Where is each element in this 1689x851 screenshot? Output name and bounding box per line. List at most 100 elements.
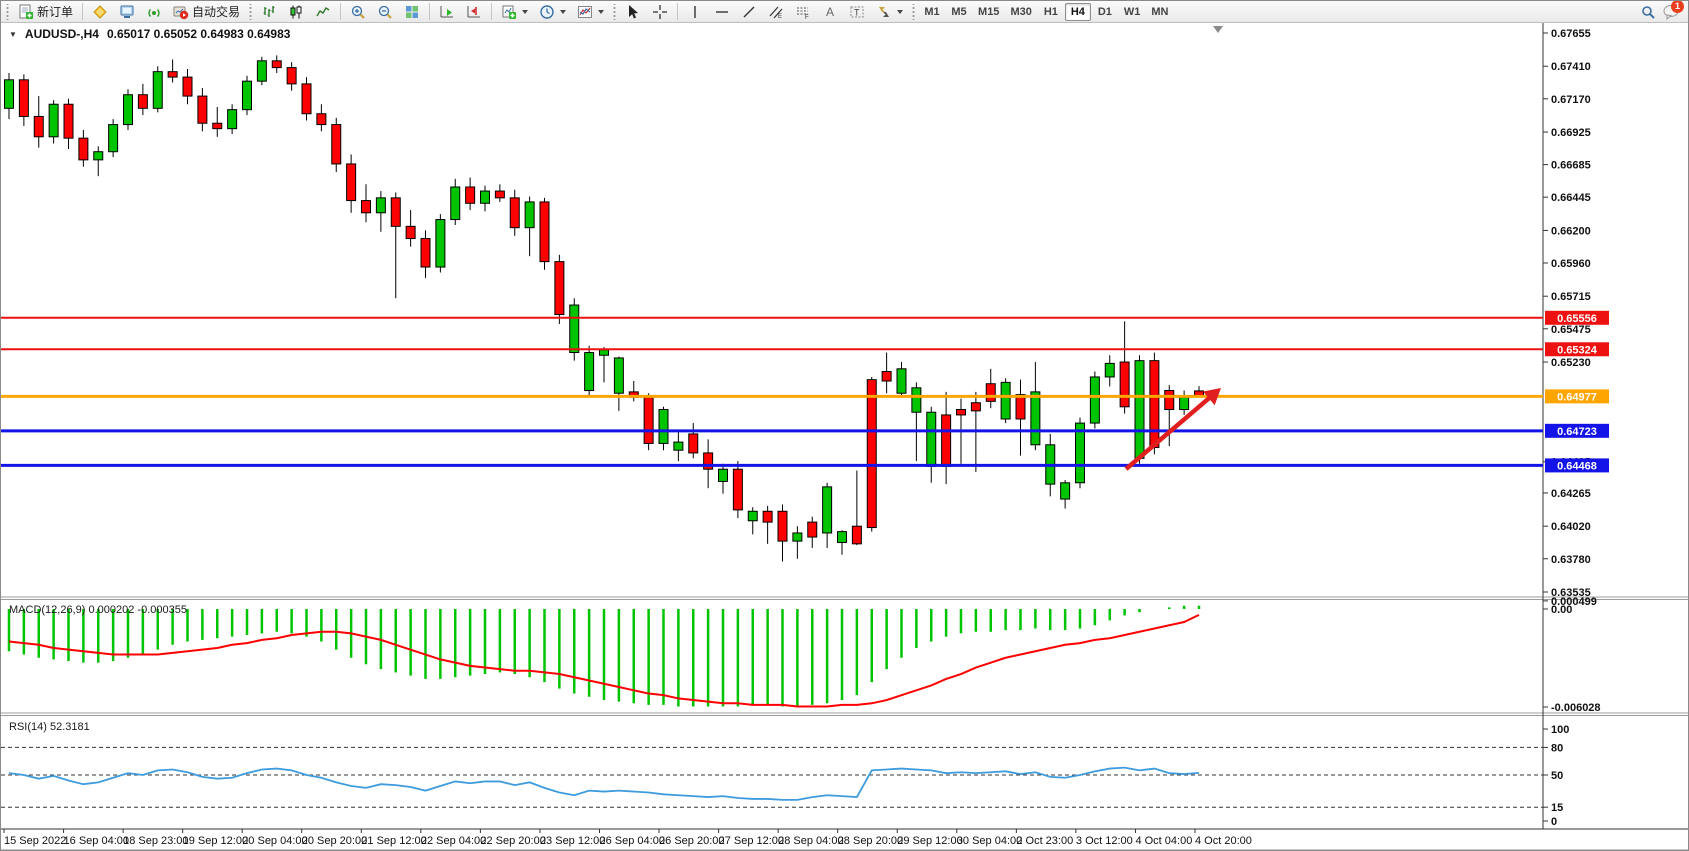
profiles-button[interactable] xyxy=(534,2,571,22)
candle-body xyxy=(420,238,431,268)
time-tick-label: 20 Sep 04:00 xyxy=(242,835,307,847)
price-tick-label: 0.64265 xyxy=(1551,488,1591,500)
zoom-in-button[interactable] xyxy=(345,2,371,22)
toolbar-drag-handle[interactable] xyxy=(5,3,10,20)
vertical-line-tool[interactable] xyxy=(682,2,708,22)
price-chart-canvas[interactable]: 0.67655 0.67410 0.67170 0.66925 0.66685 0.664… xyxy=(1,23,1689,849)
notifications-button[interactable]: 1 xyxy=(1662,1,1684,20)
candle-body xyxy=(1000,381,1011,420)
candle-body xyxy=(63,103,74,139)
signals-button[interactable] xyxy=(141,2,167,22)
search-button[interactable] xyxy=(1635,2,1661,22)
notification-badge: 1 xyxy=(1671,1,1684,13)
candle-body xyxy=(93,151,104,161)
zoom-out-button[interactable] xyxy=(372,2,398,22)
chart-shift-marker xyxy=(1213,26,1223,33)
timeframe-M1[interactable]: M1 xyxy=(924,5,940,18)
price-tick-label: 0.66200 xyxy=(1551,225,1591,237)
candle-body xyxy=(227,109,238,130)
level-price-tag xyxy=(1545,423,1609,438)
price-tick-label: 0.63780 xyxy=(1551,554,1591,566)
new-chart-icon xyxy=(501,4,517,20)
level-price-tag xyxy=(1545,389,1609,404)
timeframe-M5[interactable]: M5 xyxy=(951,5,967,18)
timeframe-M15[interactable]: M15 xyxy=(978,5,1000,18)
price-tick-label: 0.65230 xyxy=(1551,357,1591,369)
line-chart-icon xyxy=(315,4,331,20)
candle-body xyxy=(301,83,312,115)
candle-body xyxy=(881,371,892,382)
timeframe-group: M1 M5 M15 M30 H1 H4 D1 W1 MN xyxy=(919,2,1173,21)
shapes-tool[interactable] xyxy=(871,2,908,22)
candle-body xyxy=(4,79,14,109)
candle-body xyxy=(182,76,193,97)
rsi-scale-label: 80 xyxy=(1551,742,1563,754)
timeframe-D1[interactable]: D1 xyxy=(1097,5,1112,18)
timeframe-H4[interactable]: H4 xyxy=(1064,2,1091,21)
horizontal-line-tool[interactable] xyxy=(709,2,735,22)
level-price-tag xyxy=(1545,310,1609,325)
zoom-out-icon xyxy=(377,4,393,20)
level-price-tag-text: 0.65556 xyxy=(1557,313,1597,325)
chart-bars-button[interactable] xyxy=(256,2,282,22)
time-tick-label: 28 Sep 04:00 xyxy=(778,835,843,847)
candle-body xyxy=(613,357,624,394)
indicators-button[interactable] xyxy=(572,2,609,22)
chevron-down-icon xyxy=(560,9,567,14)
new-order-button[interactable]: 新订单 xyxy=(13,2,78,22)
timeframe-H1[interactable]: H1 xyxy=(1043,5,1058,18)
candle-body xyxy=(1015,394,1026,420)
candle-body xyxy=(643,396,654,444)
fibonacci-tool[interactable]: F xyxy=(790,2,816,22)
label-tool[interactable]: T xyxy=(844,2,870,22)
timeframe-M30[interactable]: M30 xyxy=(1010,5,1032,18)
timeframe-MN[interactable]: MN xyxy=(1151,5,1169,18)
toolbar-drag-handle[interactable] xyxy=(248,3,254,20)
chart-shift-button[interactable] xyxy=(461,2,487,22)
candle-body xyxy=(405,225,416,240)
time-tick-label: 2 Oct 23:00 xyxy=(1016,835,1073,847)
rsi-scale-label: 100 xyxy=(1551,724,1569,736)
trend-arrow-head xyxy=(1202,388,1221,406)
timeframe-W1[interactable]: W1 xyxy=(1123,5,1141,18)
candle-body xyxy=(212,122,223,130)
chart-background xyxy=(1,23,1688,849)
candle-body xyxy=(509,197,520,229)
cursor-tool-button[interactable] xyxy=(620,2,646,22)
price-tick-label: 0.67655 xyxy=(1551,28,1591,40)
candle-body xyxy=(777,510,788,542)
candle-body xyxy=(152,71,163,109)
chart-candles-button[interactable] xyxy=(283,2,309,22)
scroll-to-end-button[interactable] xyxy=(434,2,460,22)
candle-body xyxy=(1104,362,1115,378)
tile-windows-button[interactable] xyxy=(399,2,425,22)
candle-body xyxy=(480,190,490,204)
candle-body xyxy=(271,60,282,69)
toolbar-drag-handle[interactable] xyxy=(911,3,917,20)
candle-body xyxy=(197,95,208,124)
candle-body xyxy=(1164,390,1175,411)
candle-body xyxy=(866,379,877,529)
candle-body xyxy=(970,402,981,412)
trendline-tool[interactable] xyxy=(736,2,762,22)
rsi-scale-label: 0 xyxy=(1551,816,1557,828)
time-tick-label: 22 Sep 20:00 xyxy=(480,835,545,847)
chevron-down-icon xyxy=(897,9,904,14)
time-tick-label: 26 Sep 04:00 xyxy=(600,835,665,847)
candle-body xyxy=(524,201,535,229)
candle-body xyxy=(732,468,743,511)
time-tick-label: 4 Oct 04:00 xyxy=(1135,835,1192,847)
terminal-button[interactable] xyxy=(114,2,140,22)
svg-text:T: T xyxy=(854,7,860,17)
toolbar-drag-handle[interactable] xyxy=(612,3,618,20)
new-chart-button[interactable] xyxy=(496,2,533,22)
deposit-button[interactable] xyxy=(87,2,113,22)
crosshair-tool-button[interactable] xyxy=(647,2,673,22)
autotrading-button[interactable]: 自动交易 xyxy=(168,2,245,22)
text-tool[interactable]: A xyxy=(817,2,843,22)
level-price-tag-text: 0.65324 xyxy=(1557,344,1598,356)
channel-tool[interactable]: E xyxy=(763,2,789,22)
chart-line-button[interactable] xyxy=(310,2,336,22)
time-tick-label: 23 Sep 12:00 xyxy=(540,835,605,847)
new-order-label: 新订单 xyxy=(37,5,74,19)
